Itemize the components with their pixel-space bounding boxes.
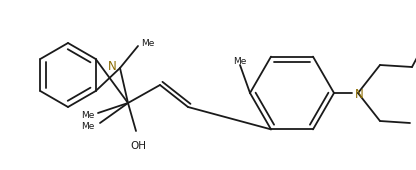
Text: Me: Me <box>82 112 95 121</box>
Text: OH: OH <box>130 141 146 151</box>
Text: Me: Me <box>233 57 247 66</box>
Text: N: N <box>108 59 117 72</box>
Text: N: N <box>355 88 364 100</box>
Text: Me: Me <box>141 39 154 48</box>
Text: Me: Me <box>82 122 95 131</box>
